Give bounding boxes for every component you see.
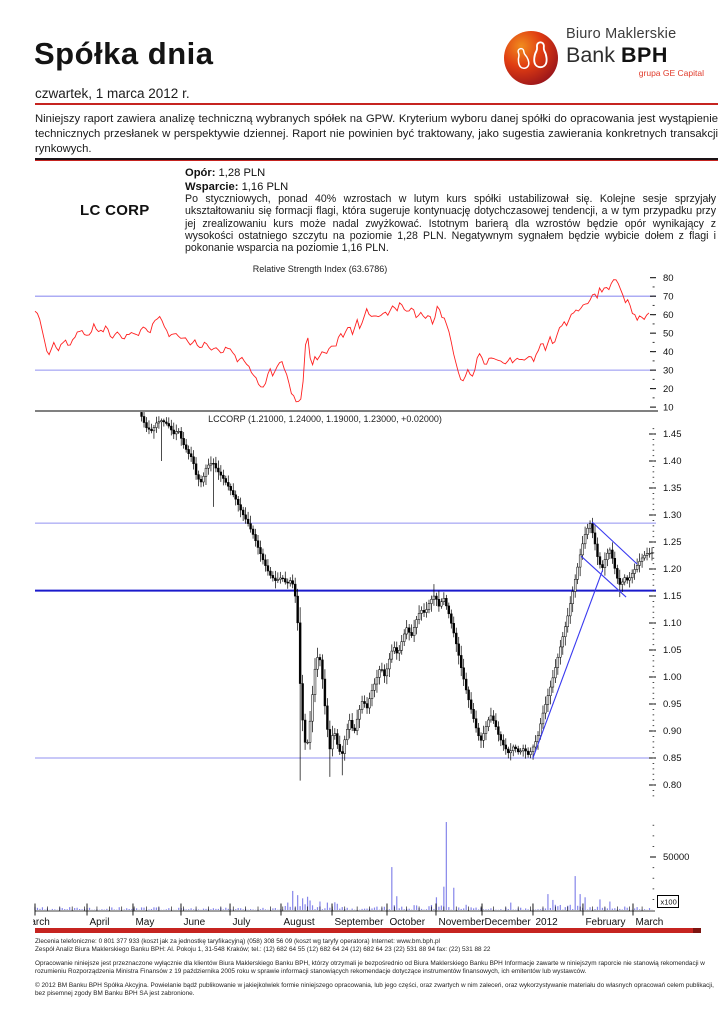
- rsi-panel: Relative Strength Index (63.6786) 80 70 60 5…: [34, 264, 674, 413]
- month-label: November: [438, 917, 485, 928]
- month-label: March: [22, 917, 50, 928]
- analysis-paragraph: Po styczniowych, ponad 40% wzrostach w l…: [185, 193, 716, 255]
- month-label: September: [335, 917, 385, 928]
- report-date: czwartek, 1 marca 2012 r.: [35, 86, 190, 101]
- price-tick-label: 1.05: [663, 645, 682, 656]
- month-label: December: [485, 917, 532, 928]
- trend-lines: [532, 521, 638, 759]
- price-tick-label: 0.90: [663, 726, 682, 737]
- month-label: March: [635, 917, 663, 928]
- rsi-tick-label: 60: [663, 310, 674, 321]
- candlesticks: [140, 412, 654, 781]
- month-label: August: [283, 917, 314, 928]
- footer: Zlecenia telefoniczne: 0 801 377 933 (ko…: [35, 938, 720, 998]
- footer-disclaimer: Opracowanie niniejsze jest przeznaczone …: [35, 960, 705, 975]
- footer-rule-tip: [693, 928, 701, 933]
- price-tick-label: 1.45: [663, 429, 682, 440]
- price-tick-label: 0.80: [663, 780, 682, 791]
- intro-paragraph: Niniejszy raport zawiera analizę technic…: [35, 113, 718, 155]
- month-label: February: [585, 917, 625, 928]
- price-tick-label: 1.30: [663, 510, 682, 521]
- price-tick-label: 1.10: [663, 618, 682, 629]
- footer-phone-line: Zlecenia telefoniczne: 0 801 377 933 (ko…: [35, 938, 440, 945]
- volume-unit-box: [657, 895, 679, 908]
- date-axis: [34, 903, 655, 916]
- trend-line: [591, 521, 638, 565]
- rsi-tick-label: 80: [663, 273, 674, 284]
- volume-tick-label: 50000: [663, 852, 689, 863]
- support-value: 1,16 PLN: [238, 181, 289, 193]
- stock-chart: Relative Strength Index (63.6786) 80 70 60 5…: [22, 264, 689, 928]
- trend-line: [580, 555, 627, 598]
- chart-area: Relative Strength Index (63.6786) 80 70 60 5…: [0, 255, 724, 935]
- price-tick-label: 0.85: [663, 753, 682, 764]
- rsi-tick-label: 40: [663, 347, 674, 358]
- company-name: LC CORP: [80, 202, 150, 219]
- page-title: Spółka dnia: [34, 36, 214, 71]
- price-tick-label: 0.95: [663, 699, 682, 710]
- logo-line2: Bank BPH: [566, 43, 704, 68]
- month-label: October: [389, 917, 425, 928]
- levels-block: Opór: 1,28 PLN Wsparcie: 1,16 PLN: [185, 166, 288, 194]
- price-tick-label: 1.25: [663, 537, 682, 548]
- price-tick-label: 1.20: [663, 564, 682, 575]
- support-label: Wsparcie:: [185, 181, 239, 193]
- rsi-title: Relative Strength Index (63.6786): [253, 264, 388, 274]
- price-tick-label: 1.00: [663, 672, 682, 683]
- section-separator: [35, 158, 718, 161]
- price-tick-label: 1.15: [663, 591, 682, 602]
- volume-unit-label: x100: [661, 898, 677, 907]
- rsi-tick-label: 10: [663, 402, 674, 413]
- logo-mark-icon: [504, 31, 558, 85]
- resistance-value: 1,28 PLN: [215, 167, 266, 179]
- month-label: 2012: [535, 917, 558, 928]
- logo-text: Biuro Maklerskie Bank BPH grupa GE Capit…: [566, 26, 704, 78]
- trend-line: [532, 569, 604, 759]
- logo-line1: Biuro Maklerskie: [566, 26, 677, 42]
- rsi-tick-label: 30: [663, 365, 674, 376]
- price-tick-label: 1.35: [663, 483, 682, 494]
- month-label: April: [90, 917, 110, 928]
- rsi-tick-label: 20: [663, 384, 674, 395]
- price-title: LCCORP (1.21000, 1.24000, 1.19000, 1.230…: [208, 414, 442, 424]
- resistance-line: Opór: 1,28 PLN: [185, 166, 288, 180]
- month-label: June: [183, 917, 205, 928]
- month-label: May: [135, 917, 154, 928]
- month-labels: March April May June July August September Octo…: [22, 917, 663, 928]
- footer-address-line: Zespół Analiz Biura Maklerskiego Banku B…: [35, 946, 491, 953]
- logo-line3: grupa GE Capital: [638, 68, 704, 78]
- price-tick-label: 1.40: [663, 456, 682, 467]
- volume-bars: [34, 822, 653, 910]
- rsi-tick-label: 50: [663, 328, 674, 339]
- month-label: July: [233, 917, 251, 928]
- bank-bph-logo: Biuro Maklerskie Bank BPH grupa GE Capit…: [490, 12, 720, 104]
- footer-copyright: © 2012 BM Banku BPH Spółka Akcyjna. Powi…: [35, 982, 714, 997]
- header-rule: [35, 103, 718, 106]
- rsi-tick-label: 70: [663, 291, 674, 302]
- rsi-line: [34, 279, 650, 403]
- volume-axis: 50000 x100: [650, 824, 689, 908]
- price-panel: LCCORP (1.21000, 1.24000, 1.19000, 1.230…: [35, 414, 682, 797]
- logo-bank: Bank: [566, 43, 621, 67]
- resistance-label: Opór:: [185, 167, 216, 179]
- logo-bph: BPH: [620, 43, 668, 67]
- support-line: Wsparcie: 1,16 PLN: [185, 180, 288, 194]
- footer-rule: [35, 928, 695, 933]
